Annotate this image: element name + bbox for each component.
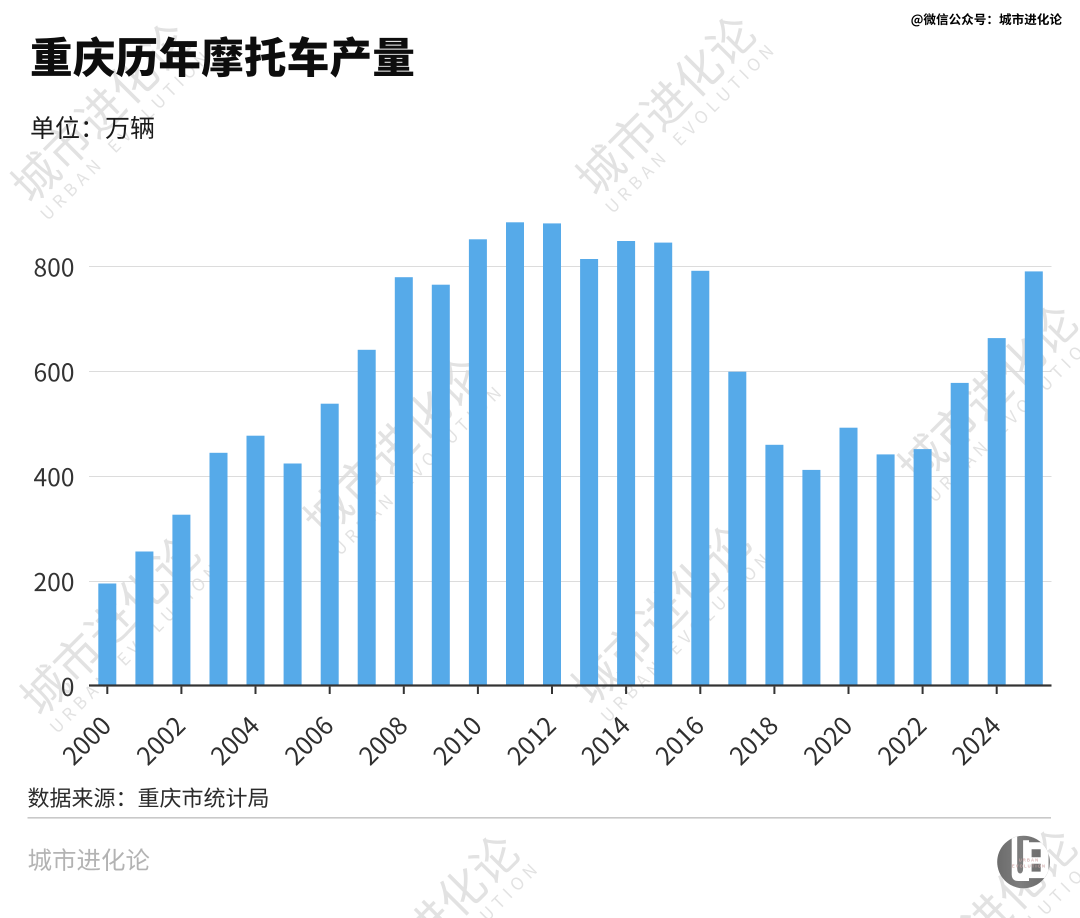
svg-text:EVOLUTION: EVOLUTION <box>1012 864 1046 869</box>
svg-text:URBAN: URBAN <box>1019 858 1040 863</box>
